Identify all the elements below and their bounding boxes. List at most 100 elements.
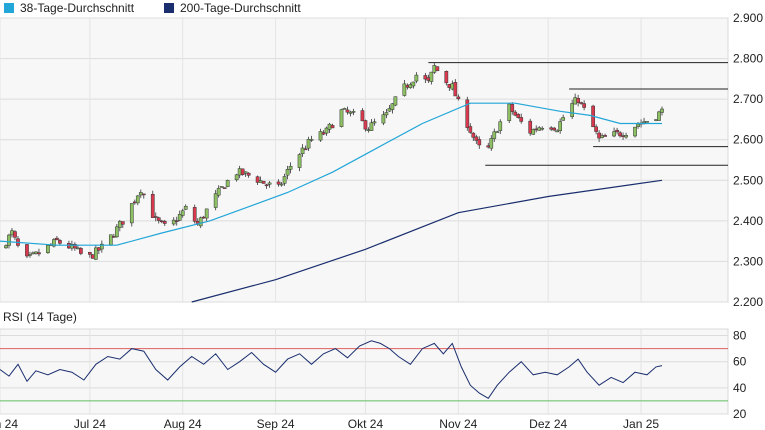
candle-body	[615, 129, 619, 133]
candle-body	[306, 139, 311, 149]
candle-body	[339, 109, 344, 127]
candle-body	[492, 131, 497, 139]
candle-body	[46, 244, 50, 253]
candle-body	[435, 66, 440, 72]
candle-body	[288, 165, 293, 170]
candle-body	[576, 98, 580, 103]
candle-body	[7, 234, 11, 246]
candle-body	[444, 71, 449, 84]
candle-body	[58, 240, 62, 244]
candle-body	[390, 103, 395, 110]
candle-body	[348, 111, 353, 114]
candle-body	[549, 127, 554, 130]
candle-body	[654, 119, 658, 121]
candle-body	[225, 180, 230, 187]
candle-body	[447, 84, 452, 88]
candle-body	[258, 180, 263, 183]
candle-body	[246, 172, 251, 176]
candle-body	[13, 231, 17, 238]
candle-body	[31, 252, 35, 255]
candle-body	[204, 208, 209, 219]
candle-body	[414, 74, 419, 82]
candle-body	[402, 83, 407, 96]
legend-label-sma38: 38-Tage-Durchschnitt	[20, 1, 135, 15]
candle-body	[513, 111, 518, 116]
candle-body	[450, 83, 455, 90]
rsi-line	[0, 340, 663, 399]
candle-body	[135, 195, 140, 204]
candle-body	[405, 85, 410, 88]
candle-body	[180, 210, 185, 216]
price-tick-label: 2.400	[733, 214, 763, 228]
candle-body	[330, 125, 335, 129]
candle-body	[171, 219, 176, 225]
candle-body	[660, 108, 664, 113]
candle-body	[618, 132, 622, 137]
candle-body	[510, 104, 515, 112]
candle-body	[97, 247, 101, 251]
candle-body	[255, 176, 260, 183]
candle-body	[456, 96, 461, 100]
candle-body	[183, 206, 188, 210]
x-tick-label: Jan 25	[623, 417, 659, 430]
horizontal-levels	[428, 62, 728, 166]
candle-body	[219, 186, 224, 188]
candle-body	[201, 216, 206, 219]
candle-body	[111, 236, 116, 238]
candle-body	[129, 203, 134, 224]
candle-body	[276, 181, 281, 185]
candle-body	[642, 121, 646, 124]
candle-body	[94, 247, 98, 260]
price-tick-label: 2.500	[733, 173, 763, 187]
candle-body	[423, 75, 428, 80]
candle-body	[52, 239, 56, 247]
candle-body	[624, 135, 628, 138]
candle-body	[468, 126, 473, 133]
candle-body	[432, 65, 437, 73]
candle-body	[76, 247, 80, 250]
moving-averages	[0, 102, 663, 303]
candle-body	[429, 71, 434, 82]
sma38-line	[0, 102, 662, 246]
x-axis: Jun 24 Jul 24 Aug 24 Sep 24 Okt 24 Nov 24 Dez …	[0, 417, 659, 430]
candle-body	[73, 243, 77, 249]
price-tick-label: 2.900	[733, 11, 763, 25]
candle-body	[120, 221, 125, 225]
candle-body	[303, 148, 308, 151]
candle-body	[99, 243, 104, 250]
x-tick-label: Dez 24	[529, 417, 567, 430]
candle-body	[657, 111, 661, 121]
candle-body	[108, 234, 113, 246]
candle-body	[79, 248, 83, 254]
candle-body	[222, 187, 227, 189]
candle-body	[177, 214, 182, 221]
candle-body	[156, 217, 161, 221]
candle-body	[531, 129, 536, 135]
candle-body	[297, 154, 302, 168]
candle-body	[600, 135, 604, 138]
rsi-tick-label: 20	[733, 407, 747, 421]
x-tick-label: Jul 24	[74, 417, 106, 430]
price-tick-label: 2.600	[733, 133, 763, 147]
candle-body	[393, 96, 398, 106]
candle-body	[369, 122, 374, 131]
candle-body	[597, 132, 601, 139]
candle-body	[477, 139, 482, 146]
rsi-tick-label: 40	[733, 381, 747, 395]
candle-body	[573, 97, 577, 105]
candle-body	[636, 123, 640, 127]
candle-body	[114, 226, 119, 238]
candle-body	[150, 194, 155, 218]
candle-body	[453, 82, 458, 97]
candle-body	[603, 135, 607, 137]
candle-body	[282, 176, 287, 184]
candle-body	[300, 147, 305, 154]
candle-body	[324, 127, 329, 134]
candle-body	[555, 130, 560, 133]
candle-body	[261, 180, 266, 184]
candle-body	[117, 221, 122, 228]
rsi-title: RSI (14 Tage)	[3, 310, 77, 324]
candle-body	[594, 126, 598, 132]
price-tick-label: 2.700	[733, 92, 763, 106]
candle-body	[174, 220, 179, 222]
